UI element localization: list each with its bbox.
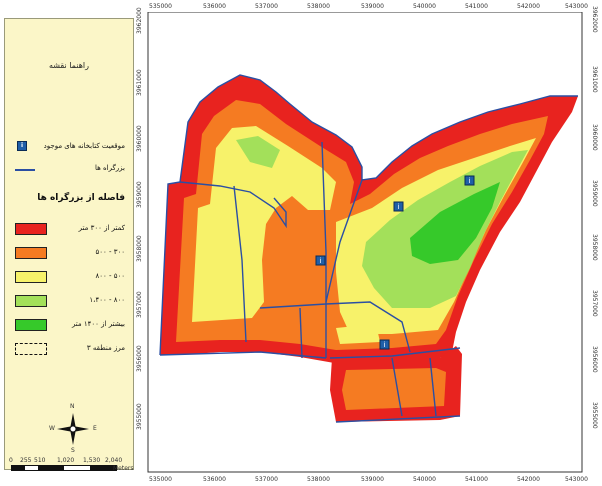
scale-label-1: 255 <box>20 457 32 464</box>
y-tick-right-6: 3957000 <box>591 290 598 317</box>
x-tick-top-7: 541000 <box>465 3 488 10</box>
legend-roads-label: بزرگراه ها <box>94 164 125 172</box>
class-swatch-2 <box>15 247 47 259</box>
legend-title: راهنما نقشه <box>48 61 90 70</box>
x-tick-top-9: 543000 <box>565 3 588 10</box>
library-icon: i <box>464 175 475 186</box>
x-tick-bottom-5: 539000 <box>361 476 384 483</box>
x-tick-bottom-3: 537000 <box>255 476 278 483</box>
compass-w: W <box>49 425 55 432</box>
y-tick-right-2: 3961000 <box>591 66 598 93</box>
class-label-5: بیشتر از ۱۴۰۰ متر <box>71 320 125 328</box>
x-tick-top-6: 540000 <box>413 3 436 10</box>
x-tick-top-5: 539000 <box>361 3 384 10</box>
class-swatch-3 <box>15 271 47 283</box>
x-tick-top-3: 537000 <box>255 3 278 10</box>
scale-label-0: 0 <box>9 457 13 464</box>
x-tick-top-8: 542000 <box>517 3 540 10</box>
library-icon: i <box>17 141 27 151</box>
x-tick-bottom-9: 543000 <box>565 476 588 483</box>
library-markers: i i i i <box>315 175 475 350</box>
x-tick-bottom-2: 536000 <box>203 476 226 483</box>
highway-lines <box>159 74 578 423</box>
x-tick-top-1: 535000 <box>149 3 172 10</box>
scale-label-5: 2,040 <box>105 457 123 464</box>
class-label-3: ۵۰۰ - ۸۰۰ <box>95 272 125 280</box>
scale-label-3: 1,020 <box>57 457 75 464</box>
x-tick-bottom-4: 538000 <box>307 476 330 483</box>
class-swatch-1 <box>15 223 47 235</box>
compass-s: S <box>71 447 75 454</box>
road-line-symbol <box>15 169 35 171</box>
scale-unit: Meters <box>113 465 134 472</box>
y-tick-right-3: 3960000 <box>591 124 598 151</box>
y-tick-right-8: 3955000 <box>591 402 598 429</box>
compass-e: E <box>93 425 97 432</box>
y-tick-right-5: 3958000 <box>591 234 598 261</box>
legend-distance-heading: فاصله از بزرگراه ها <box>37 193 125 203</box>
x-tick-top-2: 536000 <box>203 3 226 10</box>
map-legend: راهنما نقشه i موقعیت کتابخانه های موجود … <box>4 18 134 472</box>
class-swatch-5 <box>15 319 47 331</box>
class-swatch-4 <box>15 295 47 307</box>
svg-text:i: i <box>398 203 400 211</box>
map-canvas: i i i i <box>147 12 583 473</box>
svg-text:i: i <box>384 341 386 349</box>
boundary-swatch <box>15 343 47 355</box>
compass-n: N <box>70 403 75 410</box>
svg-text:i: i <box>469 177 471 185</box>
library-icon: i <box>393 201 404 212</box>
distance-zones <box>160 75 578 422</box>
class-label-2: ۳۰۰ - ۵۰۰ <box>95 248 125 256</box>
scale-label-4: 1,530 <box>83 457 101 464</box>
x-tick-bottom-1: 535000 <box>149 476 172 483</box>
x-tick-top-4: 538000 <box>307 3 330 10</box>
x-tick-bottom-7: 541000 <box>465 476 488 483</box>
y-tick-right-7: 3956000 <box>591 346 598 373</box>
legend-libraries-label: موقعیت کتابخانه های موجود <box>43 142 125 150</box>
y-tick-right-4: 3959000 <box>591 180 598 207</box>
scale-label-2: 510 <box>34 457 46 464</box>
svg-text:i: i <box>320 257 322 265</box>
library-icon: i <box>379 339 390 350</box>
boundary-label: مرز منطقه ۳ <box>86 344 125 352</box>
x-tick-bottom-6: 540000 <box>413 476 436 483</box>
class-label-1: کمتر از ۳۰۰ متر <box>78 224 125 232</box>
library-icon: i <box>315 255 326 266</box>
north-arrow-icon <box>57 413 89 445</box>
y-tick-right-1: 3962000 <box>591 6 598 33</box>
class-label-4: ۸۰۰ - ۱،۴۰۰ <box>89 296 125 304</box>
x-tick-bottom-8: 542000 <box>517 476 540 483</box>
scale-bar <box>11 465 117 471</box>
